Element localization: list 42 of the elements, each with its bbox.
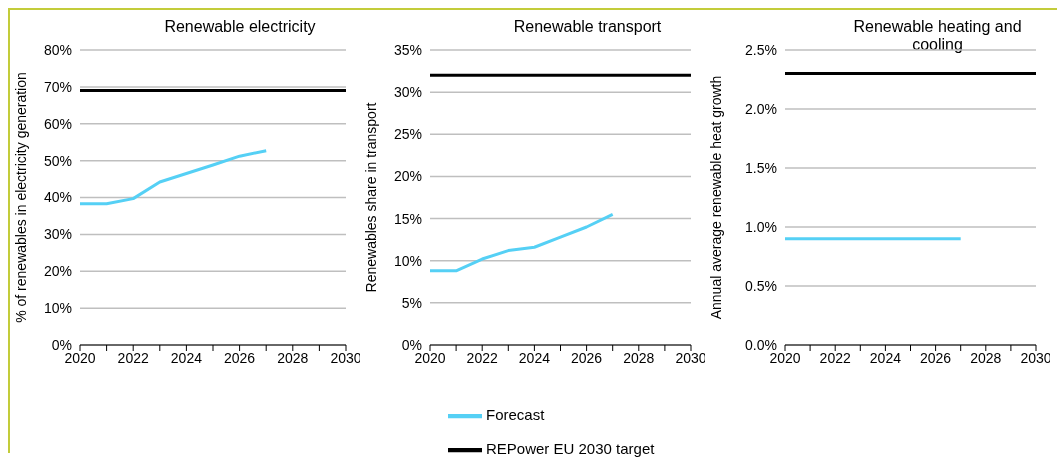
- y-tick-label: 60%: [43, 115, 72, 132]
- chart-title: Renewable transport: [512, 18, 663, 36]
- y-axis-title: Annual average renewable heat growth: [707, 75, 724, 320]
- x-tick-label: 2022: [466, 349, 498, 366]
- y-axis-title: % of renewables in electricity generation: [12, 72, 29, 323]
- x-tick-label: 2026: [920, 349, 952, 366]
- x-tick-label: 2028: [277, 349, 309, 366]
- y-tick-label: 1.5%: [745, 159, 777, 176]
- y-tick-label: 10%: [393, 252, 422, 269]
- x-tick-label: 2022: [117, 349, 149, 366]
- line-series: [80, 149, 268, 206]
- y-tick-label: 20%: [43, 263, 72, 280]
- chart-title: Renewable heating and cooling: [852, 18, 1023, 54]
- x-tick-label: 2022: [819, 349, 851, 366]
- y-tick-label: 30%: [43, 226, 72, 243]
- y-tick-label: 20%: [393, 168, 422, 185]
- y-tick-label: 10%: [43, 300, 72, 317]
- y-tick-label: 5%: [401, 294, 422, 311]
- y-tick-label: 35%: [393, 41, 422, 58]
- y-axis-title: Renewables share in transport: [362, 102, 379, 293]
- y-tick-label: 25%: [393, 126, 422, 143]
- y-tick-label: 0.5%: [745, 277, 777, 294]
- y-tick-label: 2.5%: [745, 41, 777, 58]
- y-tick-label: 15%: [393, 210, 422, 227]
- x-tick-label: 2026: [571, 349, 603, 366]
- chart-title: Renewable electricity: [163, 18, 317, 36]
- y-tick-label: 2.0%: [745, 100, 777, 117]
- y-tick-label: 1.0%: [745, 218, 777, 235]
- line-series: [430, 212, 615, 273]
- legend-label: REPower EU 2030 target: [486, 439, 655, 457]
- x-tick-label: 2028: [970, 349, 1002, 366]
- x-tick-label: 2026: [224, 349, 256, 366]
- x-tick-label: 2024: [170, 349, 203, 366]
- x-tick-label: 2024: [869, 349, 902, 366]
- x-tick-label: 2028: [623, 349, 655, 366]
- legend-label: Forecast: [486, 405, 545, 423]
- x-tick-label: 2024: [518, 349, 551, 366]
- y-tick-label: 70%: [43, 78, 72, 95]
- y-tick-label: 40%: [43, 189, 72, 206]
- y-tick-label: 50%: [43, 152, 72, 169]
- y-tick-label: 30%: [393, 84, 422, 101]
- y-tick-label: 80%: [43, 41, 72, 58]
